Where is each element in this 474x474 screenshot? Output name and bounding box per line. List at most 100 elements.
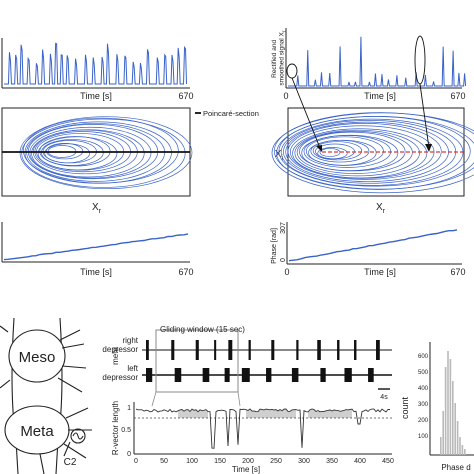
panel-a-signal-tick-end: 670	[178, 91, 193, 101]
panel-c-label-meso: Meso	[19, 349, 56, 366]
panel-e-histogram: count 600 500 400 300 200 100 Phase d	[400, 342, 474, 472]
panel-d-row2-bursts	[146, 368, 374, 382]
panel-d-row2-label-line2: depressor	[102, 373, 138, 382]
histogram-bar	[442, 411, 444, 455]
panel-a-phase: Time [s] 670	[1, 222, 194, 277]
panel-e-ytick: 200	[418, 418, 429, 424]
panel-b-phase-ytick-top: 307	[280, 222, 287, 234]
panel-d-ytick-1: 1	[127, 405, 131, 412]
panel-a-poincare-legend-label: Poincaré-section	[203, 109, 259, 118]
panel-b-signal-tick-start: 0	[283, 91, 288, 101]
panel-d-rvector: R-vector length 1 0.5 0 0 50 100 150 200…	[111, 401, 394, 474]
panel-b-signal-ylabel: Rectified and smoothed signal Xr	[271, 30, 288, 85]
burst	[214, 340, 217, 360]
panel-d-row2-label-line1: left	[127, 364, 138, 373]
histogram-bar	[452, 381, 454, 455]
histogram-bar	[461, 445, 464, 455]
histogram-bar	[444, 367, 447, 455]
histogram-bar	[459, 437, 461, 455]
panel-d-ylabel: R-vector length	[111, 401, 120, 455]
burst	[368, 368, 374, 382]
panel-c-nerve-2	[57, 365, 87, 393]
panel-c-nerve-1	[59, 329, 85, 349]
trajectory-loop	[312, 141, 363, 161]
panel-c-nerve-3	[65, 407, 92, 431]
burst	[146, 340, 149, 360]
panel-b-signal: Rectified and smoothed signal Xr 0 Time …	[271, 28, 467, 101]
panel-d-xtick: 200	[242, 458, 254, 465]
panel-d-rvector-fill	[178, 409, 352, 418]
panel-d-gliding-window-link-right	[237, 391, 241, 407]
panel-e-ylabel: count	[400, 396, 410, 419]
panel-a-phase-space: Poincaré-section Xr	[1, 107, 259, 215]
panel-e-ytick: 300	[418, 402, 429, 408]
trajectory-loop	[271, 112, 474, 194]
panel-a-phase-tick-end: 670	[178, 267, 193, 277]
burst	[266, 368, 272, 382]
panel-b-phase-space-xlabel: Xr	[376, 202, 386, 215]
histogram-bar	[449, 359, 452, 455]
panel-c-electrode-wave	[72, 432, 84, 440]
trajectory-loop	[22, 117, 179, 184]
panel-b-phase-space: Xi Xr	[271, 77, 474, 215]
panel-d-gliding-window-box	[155, 329, 239, 393]
panel-d-scalebar-label: 4s	[380, 394, 388, 401]
histogram-bar	[454, 403, 456, 455]
burst	[195, 340, 199, 360]
trajectory-loop	[294, 129, 420, 177]
burst	[317, 340, 321, 360]
panel-d-row1-label-line2: depressor	[102, 345, 138, 354]
burst	[248, 340, 251, 360]
panel-d-row-label-meta: meta	[111, 347, 120, 365]
burst	[171, 340, 175, 360]
panel-c-electrode-lead	[63, 441, 71, 457]
panel-d-xtick: 250	[270, 458, 282, 465]
panel-e-xlabel: Phase d	[441, 463, 470, 472]
panel-e-bars	[440, 351, 466, 455]
burst	[291, 368, 299, 382]
panel-c-label-c2: C2	[64, 457, 77, 468]
histogram-bar	[447, 351, 449, 455]
panel-d-gliding-window-label: Gliding window (15 sec)	[160, 325, 245, 334]
panel-d-row1-bursts	[146, 340, 380, 360]
panel-b-phase-xlabel: Time [s]	[364, 267, 396, 277]
burst	[354, 340, 357, 360]
panel-b-highlight-ellipse-left	[286, 63, 298, 79]
panel-d-ytick-3: 0	[127, 451, 131, 458]
panel-b-arrow-left-head	[316, 145, 322, 152]
panel-d-xticks: 0 50 100 150 200 250 300 350 400 450	[134, 458, 394, 465]
panel-a-phase-trace	[3, 233, 189, 261]
panel-b-phase-ytick-bottom: 0	[280, 258, 287, 262]
panel-b-highlight-ellipse-right	[414, 35, 426, 85]
panel-b-phase-space-trajectories	[271, 112, 474, 194]
histogram-bar	[456, 421, 459, 455]
panel-b-phase-ylabel: Phase [rad]	[271, 228, 278, 264]
panel-d-xtick: 50	[160, 458, 168, 465]
panel-b-phase: Phase [rad] 307 0 0 Time [s] 670	[271, 222, 466, 277]
histogram-bar	[440, 437, 442, 455]
trajectory-loop	[299, 131, 406, 172]
trajectory-loop	[289, 125, 435, 179]
panel-e-ytick: 400	[418, 386, 429, 392]
panel-a-phase-space-xlabel: Xr	[92, 202, 102, 215]
burst	[337, 340, 340, 360]
panel-d-rvector-trace	[135, 408, 391, 449]
burst	[241, 368, 250, 382]
panel-c-electrode-icon	[70, 428, 86, 444]
panel-d-xtick: 450	[382, 458, 394, 465]
panel-c-nerve-5	[0, 325, 11, 389]
histogram-bar	[464, 449, 466, 455]
burst	[271, 340, 275, 360]
trajectory-loop	[283, 120, 457, 184]
burst	[344, 368, 352, 382]
panel-d-gliding-window-link-left	[151, 391, 157, 407]
panel-b-signal-trace	[288, 36, 467, 87]
panel-b-signal-tick-end: 670	[450, 91, 465, 101]
burst	[202, 368, 210, 382]
panel-b-signal-xlabel: Time [s]	[364, 91, 396, 101]
trajectory-loop	[292, 128, 428, 179]
burst	[228, 340, 233, 360]
trajectory-loop	[276, 116, 474, 190]
panel-d-xtick: 400	[354, 458, 366, 465]
